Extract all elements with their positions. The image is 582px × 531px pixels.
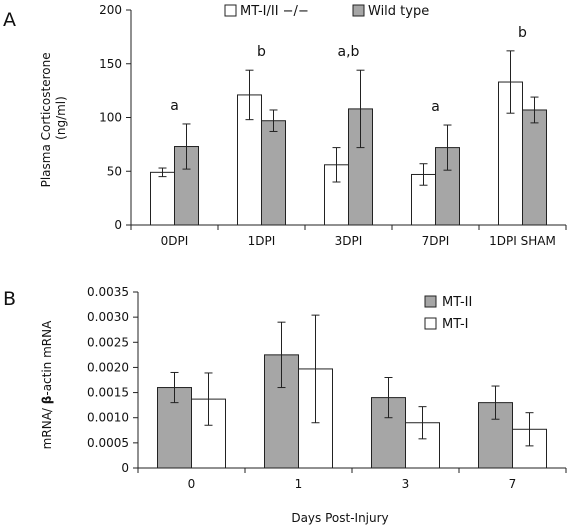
a-x-tick-label: 1DPI xyxy=(248,234,276,248)
panel-a-annotations: a b a,b a b xyxy=(170,25,527,115)
panel-a-y-axis-title-line1: Plasma Corticosterone xyxy=(39,52,53,187)
panel-a-letter: A xyxy=(3,9,16,31)
panel-b-x-labels: 0 1 3 7 xyxy=(137,467,567,491)
a-y-tick-label: 50 xyxy=(107,164,122,178)
b-y-tick-label: 0.0005 xyxy=(87,436,129,450)
panel-a-chart: A Plasma Corticosterone (ng/ml) 0 50 100 15… xyxy=(3,3,567,248)
b-x-tick-label: 1 xyxy=(295,477,303,491)
a-y-tick-label: 0 xyxy=(114,218,122,232)
panel-b-legend: MT-II MT-I xyxy=(424,295,472,332)
panel-b-chart: B mRNA/ β-actin mRNA 0 0.0005 0.0010 0.0015… xyxy=(3,285,567,525)
a-bar xyxy=(522,109,547,226)
panel-b-letter: B xyxy=(3,288,16,310)
panel-a-bars xyxy=(150,50,547,226)
b-y-tick-label: 0.0010 xyxy=(87,411,129,425)
panel-b-bars xyxy=(157,314,547,469)
legend-swatch-wild-type xyxy=(352,4,365,17)
a-x-tick-label: 1DPI SHAM xyxy=(489,234,556,248)
panel-b-y-axis-title-part1: mRNA/ xyxy=(40,404,54,449)
a-x-tick-label: 0DPI xyxy=(161,234,189,248)
panel-b-y-axis-title-beta: β xyxy=(40,395,54,404)
a-significance-label: a xyxy=(431,99,440,115)
panel-b-y-ticks: 0 0.0005 0.0010 0.0015 0.0020 0.0025 0.0030 0.0… xyxy=(87,285,139,475)
a-x-tick-label: 7DPI xyxy=(422,234,450,248)
b-y-tick-label: 0.0020 xyxy=(87,360,129,374)
panel-a-y-ticks: 0 50 100 150 200 xyxy=(99,3,132,232)
a-y-tick-label: 100 xyxy=(99,111,122,125)
b-x-tick-label: 3 xyxy=(402,477,410,491)
a-bar xyxy=(150,171,175,226)
panel-b-x-axis-title: Days Post-Injury xyxy=(291,511,388,525)
panel-b-y-axis-title-part2: -actin mRNA xyxy=(40,320,54,396)
a-significance-label: b xyxy=(518,25,527,41)
b-y-tick-label: 0 xyxy=(121,461,129,475)
a-y-tick-label: 150 xyxy=(99,57,122,71)
a-bar xyxy=(261,120,286,226)
legend-swatch-mt-ii xyxy=(424,295,437,308)
panel-a-y-axis-title-line2: (ng/ml) xyxy=(54,96,68,140)
b-x-tick-label: 7 xyxy=(509,477,517,491)
legend-label-mt-ii: MT-II xyxy=(442,295,472,310)
a-significance-label: a,b xyxy=(338,44,360,60)
panel-b-y-axis-title: mRNA/ β-actin mRNA xyxy=(40,320,54,449)
a-bar xyxy=(174,146,199,226)
a-y-tick-label: 200 xyxy=(99,3,122,17)
a-significance-label: b xyxy=(257,44,266,60)
legend-swatch-mt-i xyxy=(424,317,437,330)
panel-a-legend: MT-I/II −/− Wild type xyxy=(224,4,429,19)
a-x-tick-label: 3DPI xyxy=(335,234,363,248)
b-x-tick-label: 0 xyxy=(188,477,196,491)
legend-swatch-mt-knockout xyxy=(224,4,237,17)
legend-label-mt-knockout: MT-I/II −/− xyxy=(240,4,309,19)
b-y-tick-label: 0.0035 xyxy=(87,285,129,299)
a-significance-label: a xyxy=(170,98,179,114)
b-y-tick-label: 0.0015 xyxy=(87,386,129,400)
b-y-tick-label: 0.0030 xyxy=(87,310,129,324)
legend-label-mt-i: MT-I xyxy=(442,317,469,332)
legend-label-wild-type: Wild type xyxy=(368,4,429,19)
panel-a-y-axis-title: Plasma Corticosterone (ng/ml) xyxy=(39,49,68,188)
b-y-tick-label: 0.0025 xyxy=(87,335,129,349)
panel-a-x-labels: 0DPI 1DPI 3DPI 7DPI 1DPI SHAM xyxy=(130,224,567,248)
